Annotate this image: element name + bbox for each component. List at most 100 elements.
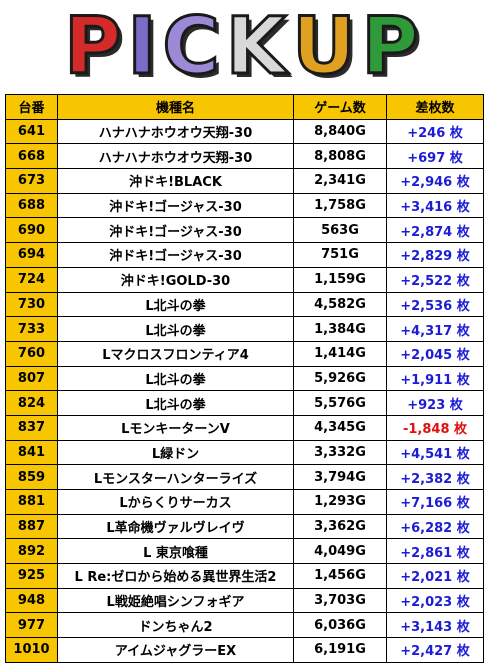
machine-no-cell: 948: [5, 587, 58, 614]
games-cell: 751G: [293, 242, 387, 268]
games-cell: 4,582G: [293, 291, 387, 318]
table-row: 837 LモンキーターンV 4,345G -1,848 枚: [5, 414, 484, 441]
diff-cell: +246 枚: [386, 118, 484, 145]
diff-cell: +2,874 枚: [386, 217, 484, 244]
table-row: 668 ハナハナホウオウ天翔-30 8,808G +697 枚: [5, 143, 484, 170]
machine-no-cell: 841: [5, 439, 58, 466]
model-name-cell: L戦姫絶唱シンフォギア: [57, 587, 294, 614]
table-row: 925 L Re:ゼロから始める異世界生活2 1,456G +2,021 枚: [5, 563, 484, 589]
table-row: 673 沖ドキ!BLACK 2,341G +2,946 枚: [5, 168, 484, 194]
diff-cell: +2,946 枚: [386, 168, 484, 194]
table-row: 730 L北斗の拳 4,582G +2,536 枚: [5, 291, 484, 318]
table-row: 760 Lマクロスフロンティア4 1,414G +2,045 枚: [5, 340, 484, 367]
logo-letter: P: [360, 1, 421, 92]
diff-cell: +923 枚: [386, 390, 484, 416]
diff-cell: +2,522 枚: [386, 266, 484, 293]
games-cell: 3,332G: [293, 439, 387, 466]
diff-cell: +2,861 枚: [386, 538, 484, 565]
model-name-cell: L北斗の拳: [57, 291, 294, 318]
games-cell: 1,159G: [293, 266, 387, 293]
games-cell: 1,384G: [293, 316, 387, 342]
machine-no-cell: 1010: [5, 637, 58, 663]
machine-no-cell: 730: [5, 291, 58, 318]
machine-no-cell: 881: [5, 489, 58, 515]
model-name-cell: ハナハナホウオウ天翔-30: [57, 118, 294, 145]
games-cell: 1,293G: [293, 489, 387, 515]
games-cell: 5,926G: [293, 365, 387, 392]
model-name-cell: ハナハナホウオウ天翔-30: [57, 143, 294, 170]
table-row: 688 沖ドキ!ゴージャス-30 1,758G +3,416 枚: [5, 192, 484, 219]
machine-no-cell: 892: [5, 538, 58, 565]
table-row: 733 L北斗の拳 1,384G +4,317 枚: [5, 316, 484, 342]
header-diff: 差枚数: [386, 94, 484, 120]
model-name-cell: 沖ドキ!BLACK: [57, 168, 294, 194]
machine-no-cell: 807: [5, 365, 58, 392]
table-header-row: 台番 機種名 ゲーム数 差枚数: [5, 94, 484, 120]
diff-cell: +3,416 枚: [386, 192, 484, 219]
table-row: 887 L革命機ヴァルヴレイヴ 3,362G +6,282 枚: [5, 513, 484, 540]
table-row: 892 L 東京喰種 4,049G +2,861 枚: [5, 538, 484, 565]
logo-letter: I: [126, 1, 159, 92]
diff-cell: +2,829 枚: [386, 242, 484, 268]
header-model: 機種名: [57, 94, 294, 120]
table-row: 859 Lモンスターハンターライズ 3,794G +2,382 枚: [5, 464, 484, 490]
machine-no-cell: 760: [5, 340, 58, 367]
model-name-cell: LモンキーターンV: [57, 414, 294, 441]
games-cell: 6,036G: [293, 612, 387, 639]
machine-no-cell: 925: [5, 563, 58, 589]
games-cell: 1,414G: [293, 340, 387, 367]
table-row: 1010 アイムジャグラーEX 6,191G +2,427 枚: [5, 637, 484, 663]
machine-no-cell: 977: [5, 612, 58, 639]
header-machine-no: 台番: [5, 94, 58, 120]
games-cell: 4,049G: [293, 538, 387, 565]
machine-no-cell: 824: [5, 390, 58, 416]
model-name-cell: Lモンスターハンターライズ: [57, 464, 294, 490]
model-name-cell: アイムジャグラーEX: [57, 637, 294, 663]
machine-no-cell: 668: [5, 143, 58, 170]
games-cell: 3,794G: [293, 464, 387, 490]
model-name-cell: L北斗の拳: [57, 390, 294, 416]
table-row: 694 沖ドキ!ゴージャス-30 751G +2,829 枚: [5, 242, 484, 268]
logo-letter: K: [224, 1, 289, 92]
machine-no-cell: 688: [5, 192, 58, 219]
machine-no-cell: 724: [5, 266, 58, 293]
machine-no-cell: 690: [5, 217, 58, 244]
diff-cell: +3,143 枚: [386, 612, 484, 639]
table-row: 824 L北斗の拳 5,576G +923 枚: [5, 390, 484, 416]
games-cell: 8,840G: [293, 118, 387, 145]
diff-cell: +6,282 枚: [386, 513, 484, 540]
logo-letter: P: [63, 1, 124, 92]
table-row: 641 ハナハナホウオウ天翔-30 8,840G +246 枚: [5, 118, 484, 145]
model-name-cell: Lマクロスフロンティア4: [57, 340, 294, 367]
games-cell: 4,345G: [293, 414, 387, 441]
machine-no-cell: 733: [5, 316, 58, 342]
model-name-cell: L北斗の拳: [57, 316, 294, 342]
model-name-cell: L北斗の拳: [57, 365, 294, 392]
diff-cell: +697 枚: [386, 143, 484, 170]
pickup-table: 台番 機種名 ゲーム数 差枚数 641 ハナハナホウオウ天翔-30 8,840G +2…: [5, 94, 484, 663]
games-cell: 8,808G: [293, 143, 387, 170]
games-cell: 5,576G: [293, 390, 387, 416]
header-games: ゲーム数: [293, 94, 387, 120]
machine-no-cell: 673: [5, 168, 58, 194]
table-row: 690 沖ドキ!ゴージャス-30 563G +2,874 枚: [5, 217, 484, 244]
machine-no-cell: 887: [5, 513, 58, 540]
diff-cell: +4,541 枚: [386, 439, 484, 466]
machine-no-cell: 859: [5, 464, 58, 490]
table-row: 724 沖ドキ!GOLD-30 1,159G +2,522 枚: [5, 266, 484, 293]
games-cell: 563G: [293, 217, 387, 244]
model-name-cell: L革命機ヴァルヴレイヴ: [57, 513, 294, 540]
machine-no-cell: 641: [5, 118, 58, 145]
model-name-cell: L 東京喰種: [57, 538, 294, 565]
table-row: 841 L緑ドン 3,332G +4,541 枚: [5, 439, 484, 466]
model-name-cell: ドンちゃん2: [57, 612, 294, 639]
games-cell: 3,703G: [293, 587, 387, 614]
model-name-cell: 沖ドキ!ゴージャス-30: [57, 242, 294, 268]
diff-cell: +2,023 枚: [386, 587, 484, 614]
games-cell: 6,191G: [293, 637, 387, 663]
diff-cell: +2,382 枚: [386, 464, 484, 490]
table-row: 807 L北斗の拳 5,926G +1,911 枚: [5, 365, 484, 392]
diff-cell: +1,911 枚: [386, 365, 484, 392]
logo-letter: C: [161, 1, 222, 92]
